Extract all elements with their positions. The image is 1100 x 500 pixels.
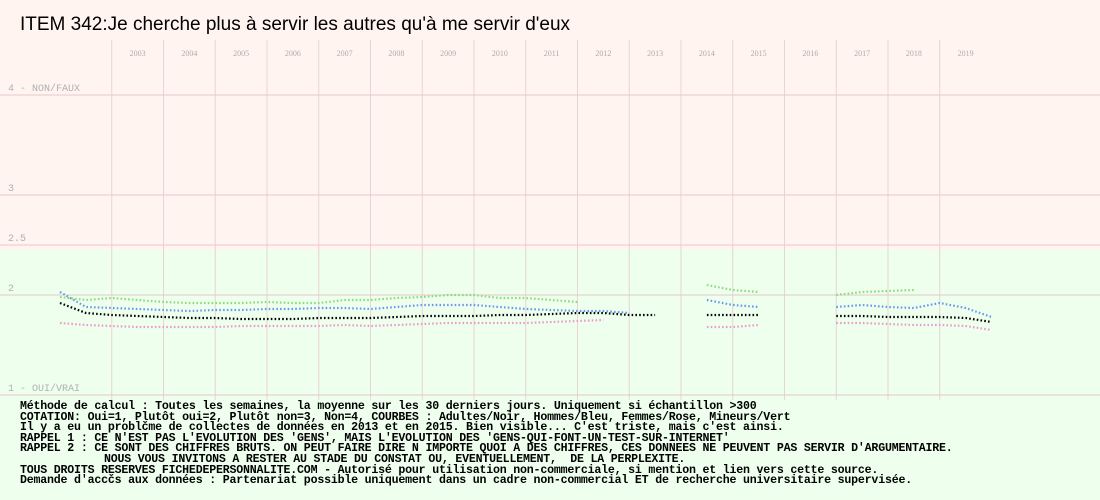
y-tick-label: 2.5 <box>8 234 26 245</box>
y-tick-label: 1 - OUI/VRAI <box>8 383 80 395</box>
note-line: TOUS DROITS RESERVES FICHEDEPERSONNALITE… <box>20 463 879 477</box>
x-tick-label: 2003 <box>130 49 146 58</box>
x-tick-label: 2009 <box>440 49 456 58</box>
x-tick-label: 2010 <box>492 49 508 58</box>
y-tick-label: 2 <box>8 284 14 295</box>
background-upper <box>0 0 1100 250</box>
background-lower <box>0 250 1100 500</box>
note-line: NOUS VOUS INVITONS A RESTER AU STADE DU … <box>104 452 686 466</box>
x-tick-label: 2006 <box>285 49 301 58</box>
series-line <box>59 291 992 319</box>
x-tick-label: 2018 <box>906 49 922 58</box>
y-tick-label: 4 - NON/FAUX <box>8 83 80 95</box>
x-tick-label: 2007 <box>337 49 353 58</box>
x-tick-label: 2019 <box>958 49 974 58</box>
note-line: Méthode de calcul : Toutes les semaines,… <box>20 400 757 413</box>
note-line: RAPPEL 2 : CE SONT DES CHIFFRES BRUTS. O… <box>20 442 953 456</box>
series-line <box>59 283 914 305</box>
x-tick-label: 2011 <box>544 49 560 58</box>
notes: Méthode de calcul : Toutes les semaines,… <box>20 400 953 488</box>
x-tick-label: 2005 <box>233 49 249 58</box>
note-line: Il y a eu un problčme de collectes de do… <box>20 421 784 435</box>
y-tick-label: 3 <box>8 184 14 195</box>
chart-title: ITEM 342:Je cherche plus à servir les au… <box>20 14 571 35</box>
series-line <box>59 301 992 324</box>
x-tick-label: 2016 <box>802 49 818 58</box>
note-line: Demande d'accčs aux données : Partenaria… <box>20 474 912 488</box>
x-tick-label: 2015 <box>751 49 767 58</box>
x-tick-label: 2013 <box>647 49 663 58</box>
x-tick-label: 2017 <box>854 49 870 58</box>
x-tick-label: 2004 <box>181 49 197 58</box>
series-line <box>59 318 992 332</box>
note-line: RAPPEL 1 : CE N'EST PAS L'EVOLUTION DES … <box>20 431 730 445</box>
note-line: COTATION: Oui=1, Plutôt oui=2, Plutôt no… <box>20 410 791 424</box>
x-tick-label: 2014 <box>699 49 715 58</box>
x-tick-label: 2008 <box>388 49 404 58</box>
x-tick-label: 2012 <box>595 49 611 58</box>
